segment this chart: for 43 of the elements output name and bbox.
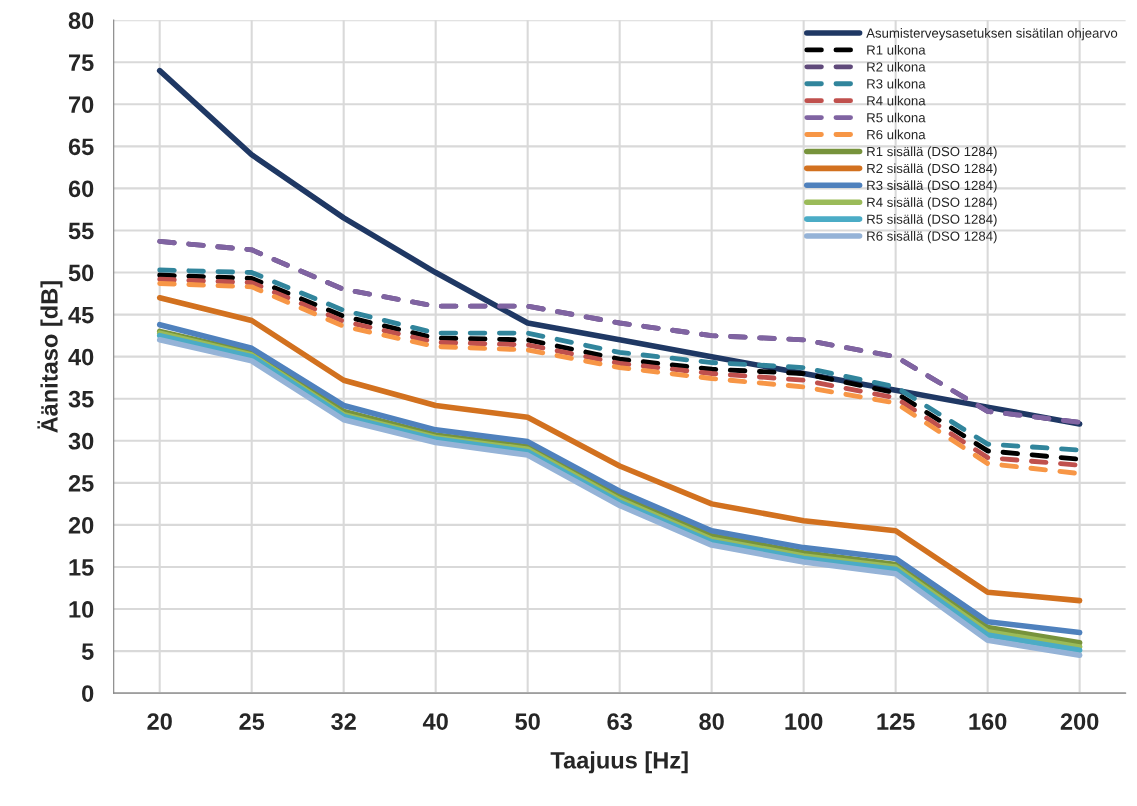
- x-tick-label: 20: [147, 713, 172, 730]
- legend-label: R1 ulkona: [867, 44, 926, 55]
- x-tick-label: 50: [515, 713, 540, 730]
- y-tick-label: 55: [68, 222, 94, 240]
- legend-label: R2 sisällä (DSO 1284): [867, 163, 997, 176]
- legend-label: R3 sisällä (DSO 1284): [867, 180, 997, 193]
- y-tick-label: 20: [68, 516, 94, 534]
- x-tick-label: 40: [422, 713, 448, 730]
- x-tick-label: 200: [1060, 713, 1099, 730]
- x-tick-label: 80: [699, 713, 724, 730]
- y-tick-label: 40: [68, 348, 94, 366]
- legend-label: R6 ulkona: [867, 129, 926, 140]
- y-tick-label: 65: [68, 138, 94, 156]
- legend-label: R4 ulkona: [867, 95, 926, 106]
- legend-label: R2 ulkona: [867, 61, 926, 72]
- legend-label: R5 ulkona: [867, 112, 926, 123]
- x-axis-title: Taajuus [Hz]: [550, 751, 688, 774]
- x-tick-label: 25: [239, 713, 265, 730]
- y-tick-label: 50: [68, 264, 94, 282]
- y-tick-label: 45: [68, 306, 94, 324]
- y-tick-label: 25: [68, 474, 94, 492]
- y-tick-label: 60: [68, 180, 94, 198]
- y-tick-label: 15: [69, 559, 94, 576]
- legend-label: R5 sisällä (DSO 1284): [867, 214, 997, 227]
- x-tick-label: 32: [331, 713, 356, 730]
- legend-label: R6 sisällä (DSO 1284): [867, 231, 997, 244]
- legend-label: R4 sisällä (DSO 1284): [867, 197, 997, 210]
- y-tick-label: 10: [69, 601, 94, 618]
- x-tick-label: 160: [969, 713, 1007, 730]
- x-tick-label: 125: [877, 713, 915, 730]
- x-tick-label: 100: [785, 713, 823, 730]
- y-tick-label: 5: [81, 643, 94, 660]
- y-tick-label: 0: [82, 685, 94, 702]
- y-tick-label: 70: [69, 96, 94, 114]
- y-axis-title: Äänitaso [dB]: [37, 281, 63, 433]
- y-tick-label: 35: [68, 390, 94, 408]
- legend-label: R1 sisällä (DSO 1284): [867, 146, 997, 159]
- legend-label: R3 ulkona: [867, 78, 926, 89]
- y-tick-label: 80: [68, 12, 94, 29]
- y-tick-label: 30: [68, 432, 94, 450]
- y-tick-label: 75: [69, 54, 94, 71]
- legend-label: Asumisterveysasetuksen sisätilan ohjearvo: [866, 28, 1118, 41]
- x-tick-label: 63: [607, 713, 632, 730]
